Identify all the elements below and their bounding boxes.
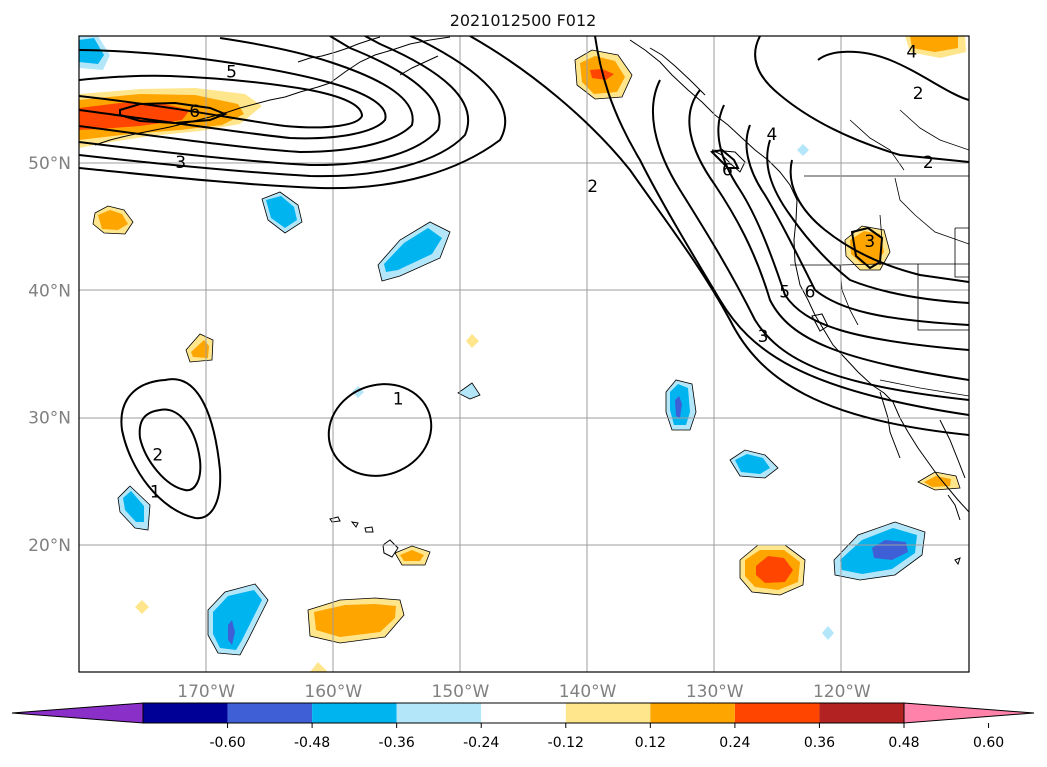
colorbar-segment xyxy=(819,703,904,723)
colorbar-segment xyxy=(312,703,397,723)
negative-anomaly-region xyxy=(266,196,297,228)
colorbar-segment xyxy=(481,703,566,723)
contour-label: 6 xyxy=(722,161,733,181)
colorbar-tick-label: -0.24 xyxy=(463,735,499,751)
map-frame xyxy=(78,35,970,673)
lat-tick-labels: 50°N 40°N 30°N 20°N xyxy=(28,154,71,556)
contour-label: 3 xyxy=(864,232,875,252)
coastline-layer xyxy=(94,36,969,566)
colorbar-tick-label: 0.36 xyxy=(804,735,835,751)
colorbar-segment xyxy=(396,703,482,723)
colorbar: -0.60 -0.48 -0.36 -0.24 -0.12 0.12 0.24 0.36 0.4… xyxy=(11,702,1035,751)
colorbar-segment xyxy=(650,703,735,723)
negative-anomaly-region xyxy=(822,626,834,640)
colorbar-tick-label: 0.48 xyxy=(888,735,919,751)
positive-anomaly-region xyxy=(910,36,958,52)
colorbar-frame xyxy=(142,702,905,724)
contour-label: 5 xyxy=(779,283,790,303)
positive-anomaly-region xyxy=(310,662,328,672)
negative-anomaly-region xyxy=(735,454,770,474)
lat-tick-label: 50°N xyxy=(28,154,71,174)
contour-layer xyxy=(79,36,969,520)
lon-tick-label: 120°W xyxy=(813,682,871,702)
contour-label: 6 xyxy=(805,283,816,303)
colorbar-tick-label: 0.12 xyxy=(635,735,666,751)
lon-tick-labels: 170°W 160°W 150°W 140°W 130°W 120°W xyxy=(177,682,871,702)
colorbar-tick-label: -0.36 xyxy=(379,735,415,751)
negative-anomaly-region xyxy=(384,228,442,272)
positive-anomaly-region xyxy=(400,550,424,561)
contour-label: 2 xyxy=(923,153,934,173)
colorbar-tick-label: -0.60 xyxy=(209,735,245,751)
positive-anomaly-region xyxy=(191,340,209,358)
contour-label: 3 xyxy=(175,153,186,173)
colorbar-extend-high xyxy=(903,702,1035,724)
negative-anomaly-region xyxy=(228,620,235,645)
negative-anomaly-region xyxy=(797,144,809,156)
positive-anomaly-region xyxy=(466,334,479,348)
lat-tick-label: 40°N xyxy=(28,281,71,301)
border-layer xyxy=(790,109,969,397)
colorbar-segment xyxy=(734,703,820,723)
colorbar-tick-label: 0.24 xyxy=(719,735,750,751)
negative-anomaly-region xyxy=(675,396,682,418)
shading-outline-layer xyxy=(92,49,961,656)
contour-label: 2 xyxy=(152,445,163,465)
positive-anomaly-region xyxy=(314,604,396,637)
lon-tick-label: 130°W xyxy=(686,682,744,702)
contour-label: 1 xyxy=(150,482,161,502)
contour-label: 5 xyxy=(226,63,237,83)
colorbar-tick-label: 0.60 xyxy=(973,735,1004,751)
contour-label: 4 xyxy=(767,125,778,145)
colorbar-tick-label: -0.48 xyxy=(294,735,330,751)
positive-anomaly-region xyxy=(98,210,128,230)
lat-tick-label: 30°N xyxy=(28,409,71,429)
positive-anomaly-region xyxy=(756,556,793,583)
lat-tick-label: 20°N xyxy=(28,536,71,556)
lon-tick-label: 150°W xyxy=(432,682,490,702)
positive-anomaly-region xyxy=(850,231,884,264)
colorbar-extend-low xyxy=(11,702,144,724)
contour-label: 4 xyxy=(906,42,917,62)
contour-label: 1 xyxy=(393,390,404,410)
map-title: 2021012500 F012 xyxy=(450,11,597,30)
lon-tick-label: 170°W xyxy=(177,682,235,702)
negative-anomaly-region xyxy=(213,590,262,650)
positive-anomaly-region xyxy=(135,600,149,614)
graticule xyxy=(79,36,969,672)
lon-tick-label: 160°W xyxy=(304,682,362,702)
contour-label: 2 xyxy=(587,177,598,197)
lon-tick-label: 140°W xyxy=(559,682,617,702)
negative-anomaly-region xyxy=(123,491,144,522)
contour-label: 2 xyxy=(913,84,924,104)
contour-label: 6 xyxy=(189,102,200,122)
colorbar-segment xyxy=(565,703,651,723)
contour-label: 3 xyxy=(758,327,769,347)
colorbar-segment xyxy=(227,703,313,723)
colorbar-segment xyxy=(143,703,228,723)
colorbar-tick-label: -0.12 xyxy=(548,735,584,751)
